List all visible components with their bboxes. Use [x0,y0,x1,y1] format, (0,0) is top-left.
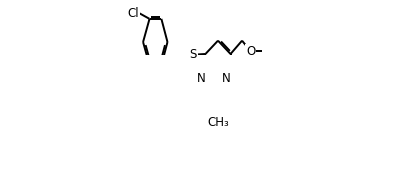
Text: O: O [246,45,255,58]
Text: N: N [197,72,205,85]
Text: S: S [189,48,197,61]
Text: N: N [222,72,230,85]
Text: Cl: Cl [128,7,139,20]
Text: CH₃: CH₃ [207,116,229,129]
Text: O: O [246,45,255,58]
